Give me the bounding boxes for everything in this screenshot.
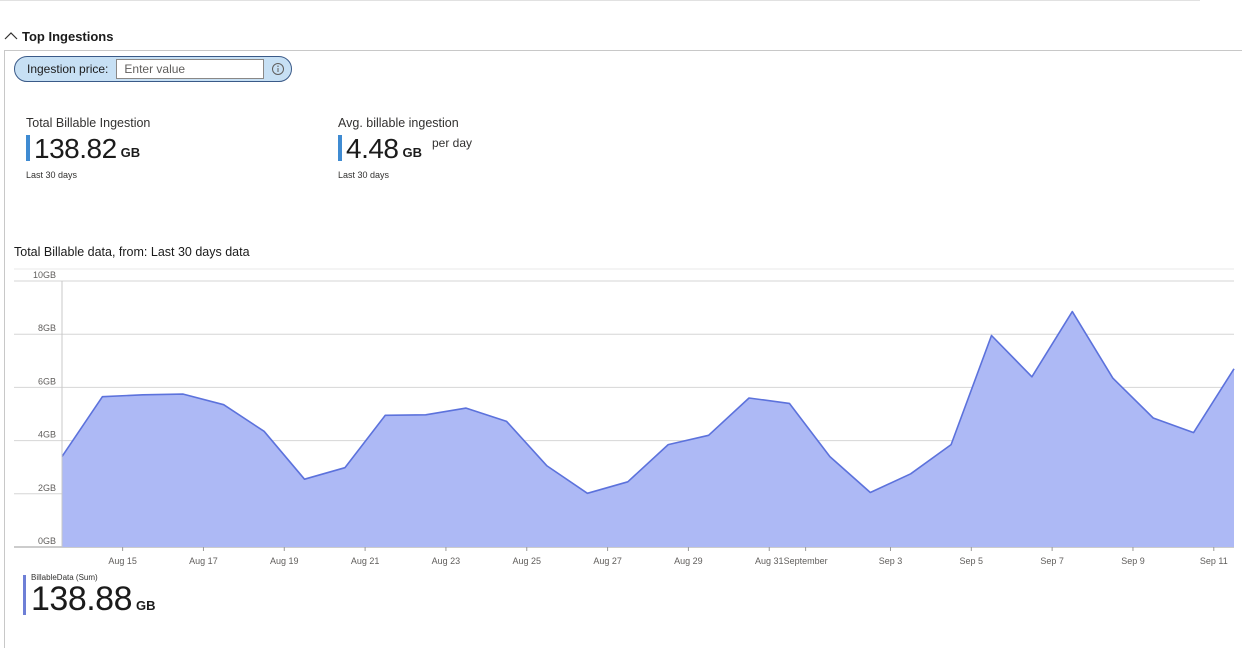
- x-tick-label: Sep 3: [879, 556, 903, 566]
- kpi-total-billable: Total Billable Ingestion 138.82 GB Last …: [26, 116, 150, 180]
- kpi-accent-bar: [26, 135, 30, 161]
- x-tick-label: Aug 17: [189, 556, 218, 566]
- y-tick-label: 0GB: [38, 536, 56, 546]
- section-title: Top Ingestions: [22, 28, 114, 44]
- y-tick-label: 8GB: [38, 323, 56, 333]
- top-divider: [0, 0, 1200, 1]
- x-tick-label: Sep 11: [1200, 556, 1228, 566]
- y-tick-label: 10GB: [33, 270, 56, 280]
- kpi-label: Total Billable Ingestion: [26, 116, 151, 130]
- kpi-timespan: Last 30 days: [338, 170, 390, 180]
- chart-legend: BillableData (Sum) 138.88 GB: [23, 573, 156, 616]
- kpi-timespan: Last 30 days: [26, 170, 78, 180]
- ingestion-price-input[interactable]: [116, 59, 265, 79]
- kpi-value: 138.82: [34, 133, 117, 164]
- area-fill: [62, 311, 1234, 547]
- section-divider: [4, 50, 1242, 51]
- x-tick-label: September: [784, 556, 828, 566]
- kpi-unit: GB: [402, 145, 423, 160]
- chevron-up-icon: [4, 32, 18, 40]
- x-tick-label: Sep 7: [1040, 556, 1064, 566]
- x-tick-label: Sep 9: [1121, 556, 1145, 566]
- x-tick-label: Aug 25: [512, 556, 541, 566]
- kpi-value: 4.48: [346, 133, 399, 164]
- billable-data-chart[interactable]: 0GB 2GB 4GB 6GB 8GB 10GB Aug 15 Aug 17 Aug 19 Au…: [0, 262, 1242, 572]
- legend-series-name: BillableData (Sum): [31, 573, 98, 582]
- kpi-avg-billable: Avg. billable ingestion 4.48 GB per day …: [338, 116, 472, 180]
- legend-value: 138.88: [31, 580, 133, 618]
- ingestion-price-filter: Ingestion price:: [14, 56, 292, 82]
- series-line: [61, 310, 1235, 495]
- x-tick-label: Aug 15: [108, 556, 137, 566]
- y-tick-label: 2GB: [38, 483, 56, 493]
- legend-accent-bar: [23, 575, 26, 615]
- x-tick-label: Aug 19: [270, 556, 299, 566]
- section-toggle[interactable]: Top Ingestions: [4, 27, 113, 45]
- kpi-unit: GB: [120, 145, 141, 160]
- kpi-label: Avg. billable ingestion: [338, 116, 459, 130]
- info-icon[interactable]: [271, 62, 285, 76]
- x-tick-label: Aug 27: [593, 556, 622, 566]
- kpi-per-day: per day: [432, 136, 473, 150]
- x-tick-label: Aug 21: [351, 556, 380, 566]
- y-tick-label: 4GB: [38, 430, 56, 440]
- chart-title: Total Billable data, from: Last 30 days …: [14, 245, 250, 259]
- section-border: [4, 50, 5, 648]
- x-tick-label: Aug 31: [755, 556, 784, 566]
- ingestion-price-label: Ingestion price:: [27, 62, 109, 76]
- y-tick-label: 6GB: [38, 376, 56, 386]
- legend-unit: GB: [136, 598, 156, 613]
- x-tick-label: Aug 29: [674, 556, 703, 566]
- x-tick-label: Aug 23: [432, 556, 461, 566]
- kpi-accent-bar: [338, 135, 342, 161]
- x-tick-label: Sep 5: [960, 556, 984, 566]
